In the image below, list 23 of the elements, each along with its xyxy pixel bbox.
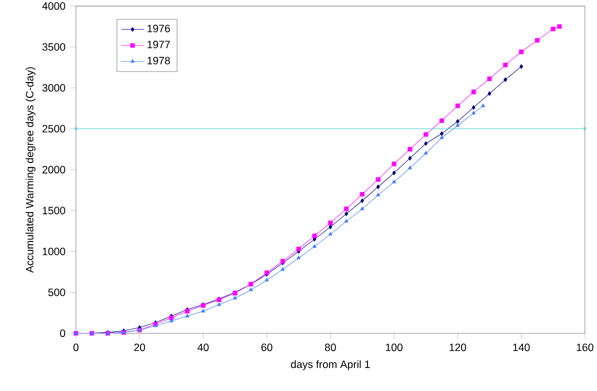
x-tick-label: 0 (73, 344, 78, 352)
x-tick-label: 60 (261, 344, 272, 352)
y-axis-title: Accumulated Warming degree days (C-day) (26, 67, 36, 273)
x-tick-label: 80 (324, 344, 336, 352)
x-tick-label: 20 (134, 344, 146, 352)
x-tick-label: 120 (450, 344, 466, 352)
y-tick-label: 2500 (42, 124, 66, 132)
y-tick-label: 3500 (42, 43, 66, 51)
x-tick-label: 140 (513, 344, 530, 352)
y-tick-label: 500 (48, 288, 66, 296)
y-tick-label: 1500 (42, 206, 66, 214)
y-tick-label: 0 (60, 329, 66, 337)
x-tick-label: 160 (576, 344, 594, 352)
x-tick-label: 100 (386, 344, 403, 352)
y-tick-label: 3000 (42, 84, 66, 92)
y-tick-label: 2000 (42, 166, 66, 174)
legend-label: 1978 (148, 56, 170, 64)
legend-label: 1976 (148, 24, 170, 32)
y-tick-label: 4000 (42, 2, 66, 10)
x-tick-label: 40 (198, 344, 209, 352)
legend-label: 1977 (148, 40, 170, 48)
y-tick-label: 1000 (42, 248, 66, 256)
x-axis-title: days from April 1 (291, 360, 370, 370)
